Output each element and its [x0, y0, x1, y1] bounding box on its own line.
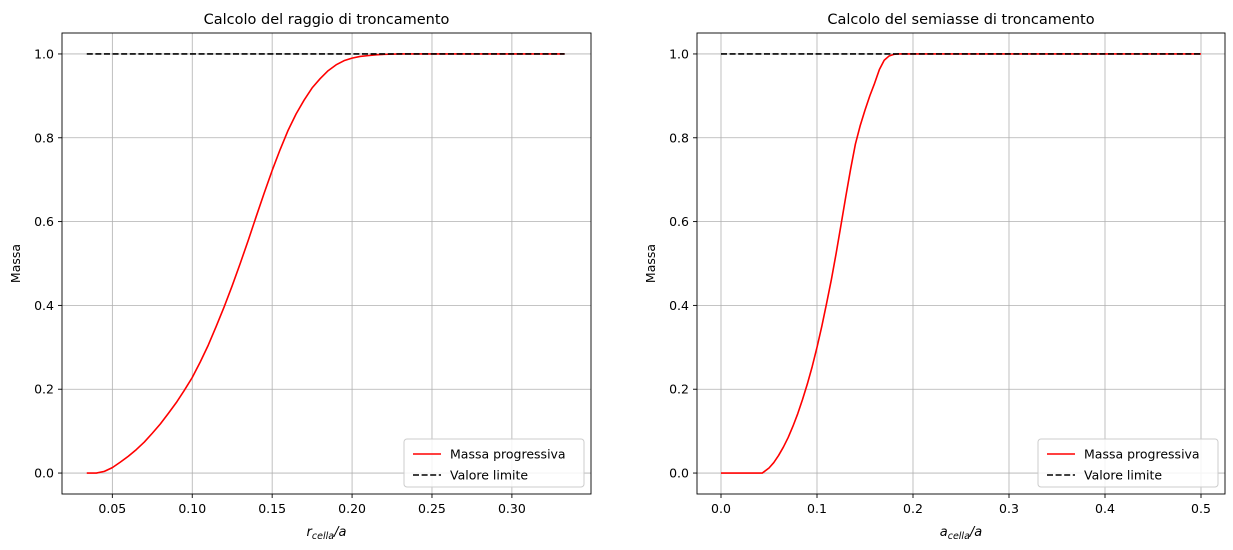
x-axis-label: rcella/a: [307, 525, 347, 542]
legend-label: Massa progressiva: [1084, 447, 1200, 462]
y-tick-label: 0.2: [34, 382, 54, 397]
legend-box: [1037, 438, 1219, 488]
y-tick-label: 0.4: [34, 298, 54, 313]
plot-frame: [696, 32, 1226, 495]
chart-panel-2: 0.0 0.1 0.2 0.3 0.4 0.5 0.0 0.2 0.4 0.6 0.8 1.0 Calc…: [643, 12, 1226, 542]
x-tick-label: 0.4: [1095, 501, 1115, 516]
y-tick-label: 0.6: [669, 214, 689, 229]
y-tick-label: 0.6: [34, 214, 54, 229]
y-tick-label: 0.2: [669, 382, 689, 397]
x-tick-label: 0.0: [711, 501, 731, 516]
x-tick-label: 0.15: [258, 501, 286, 516]
mass-curve: [721, 53, 1201, 474]
y-tick-label: 0.8: [669, 130, 689, 145]
y-tick-label: 1.0: [669, 46, 689, 61]
legend-box: [403, 438, 585, 488]
x-tick-label: 0.3: [999, 501, 1019, 516]
legend-label: Valore limite: [450, 468, 528, 483]
x-tick-label: 0.10: [178, 501, 206, 516]
legend: Massa progressiva Valore limite: [1037, 438, 1219, 488]
y-axis-label: Massa: [643, 244, 658, 283]
chart-title: Calcolo del semiasse di troncamento: [827, 12, 1094, 28]
y-tick-label: 1.0: [34, 46, 54, 61]
legend: Massa progressiva Valore limite: [403, 438, 585, 488]
legend-label: Massa progressiva: [450, 447, 566, 462]
y-tick-label: 0.4: [669, 298, 689, 313]
x-tick-label: 0.2: [903, 501, 923, 516]
chart-title: Calcolo del raggio di troncamento: [204, 12, 450, 28]
x-tick-label: 0.30: [498, 501, 526, 516]
legend-label: Valore limite: [1084, 468, 1162, 483]
x-tick-label: 0.20: [338, 501, 366, 516]
x-tick-label: 0.05: [98, 501, 126, 516]
mass-curve: [86, 53, 565, 474]
x-tick-label: 0.25: [418, 501, 446, 516]
y-tick-label: 0.0: [34, 466, 54, 481]
plot-frame: [61, 32, 592, 495]
x-tick-label: 0.5: [1191, 501, 1211, 516]
x-tick-label: 0.1: [807, 501, 827, 516]
y-tick-label: 0.8: [34, 130, 54, 145]
x-axis-label: acella/a: [940, 525, 983, 542]
chart-panel-1: 0.05 0.10 0.15 0.20 0.25 0.30 0.0 0.2 0.4 0.6 0.8 1…: [8, 12, 592, 542]
y-axis-label: Massa: [8, 244, 23, 283]
y-tick-label: 0.0: [669, 466, 689, 481]
